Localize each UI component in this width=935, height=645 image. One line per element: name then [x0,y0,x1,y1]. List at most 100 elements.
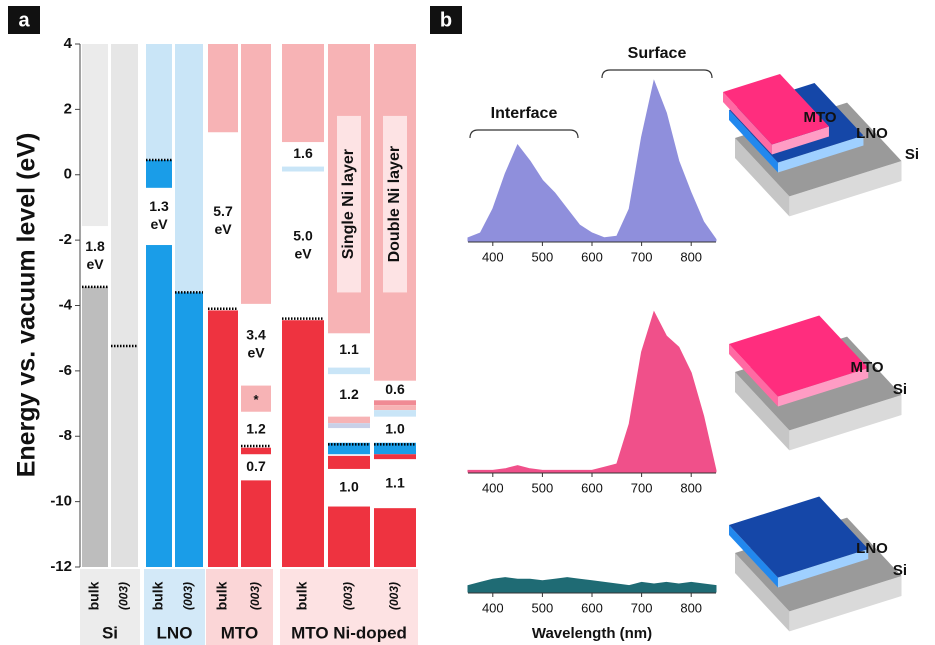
band [146,160,172,188]
panel-label: b [440,9,452,31]
band [328,507,370,567]
column-label: bulk [150,581,166,610]
column-label: bulk [294,581,310,610]
column-label: (003) [248,582,262,610]
annotation: Surface [628,45,687,62]
gap-label: 5.7 [213,203,233,219]
band [82,44,108,226]
band [282,167,324,172]
x-tick-label: 800 [680,249,702,264]
layer-label: Si [905,146,919,163]
band [241,44,271,304]
column-label: (003) [117,582,131,610]
panel-label: a [18,9,30,31]
gap-label: eV [86,256,104,272]
band [111,346,138,567]
x-tick-label: 400 [482,480,504,495]
band [328,368,370,375]
gap-label: 5.0 [293,228,313,244]
gap-label: eV [150,216,168,232]
y-tick-label: -2 [59,231,72,248]
x-tick-label: 600 [581,249,603,264]
layer-label: LNO [856,125,888,142]
x-tick-label: 700 [631,480,653,495]
spectrum-area [468,312,716,472]
layer-label: MTO [803,109,836,126]
y-tick-label: 2 [64,100,72,117]
gap-label: 3.4 [246,326,266,342]
x-tick-label: 500 [532,249,554,264]
band [146,245,172,567]
band [241,448,271,455]
layer-label: Si [893,381,907,398]
column-label: bulk [86,581,102,610]
band [374,400,416,405]
y-tick-label: 4 [64,35,73,52]
band [82,287,108,567]
column-label: (003) [181,582,195,610]
band [374,454,416,459]
bracket [602,70,712,78]
x-tick-label: 700 [631,249,653,264]
group-label: Si [102,623,118,642]
gap-label: 1.2 [246,420,266,436]
group-label: LNO [157,623,193,642]
gap-label: 1.1 [385,474,405,490]
x-tick-label: 600 [581,600,603,615]
gap-label: 1.6 [293,145,313,161]
layer-label: MTO [850,359,883,376]
column-label: bulk [214,581,230,610]
figure: a b Energy vs. vacuum level (eV) Si 1.8 eV… [0,0,935,645]
spectrum-area [468,578,716,592]
band [282,320,324,567]
x-axis-title: Wavelength (nm) [532,625,652,642]
x-tick-label: 800 [680,480,702,495]
annotation: Interface [491,105,558,122]
layer-label: Si [893,562,907,579]
y-axis-title: Energy vs. vacuum level (eV) [13,133,41,478]
gap-label: 0.7 [246,458,266,474]
x-tick-label: 400 [482,600,504,615]
y-tick-label: 0 [64,166,72,183]
y-tick-label: -4 [59,296,73,313]
x-tick-label: 500 [532,480,554,495]
group-label: MTO Ni-doped [291,623,407,642]
column-label: (003) [341,582,355,610]
band [208,310,238,567]
x-tick-label: 800 [680,600,702,615]
band [146,44,172,160]
gap-label: eV [214,221,232,237]
gap-label: eV [247,344,265,360]
column-label: (003) [387,582,401,610]
band [175,292,203,567]
gap-label: 1.2 [339,386,359,402]
y-tick-label: -6 [59,362,72,379]
band [208,44,238,132]
band [328,417,370,424]
gap-label: 1.0 [385,420,405,436]
band [374,508,416,567]
x-tick-label: 500 [532,600,554,615]
x-tick-label: 600 [581,480,603,495]
band [111,44,138,346]
bracket [470,130,578,138]
y-tick-label: -10 [50,493,72,510]
gap-label: 1.3 [149,198,169,214]
gap-label: eV [294,246,312,262]
gap-label: 1.0 [339,478,359,494]
x-tick-label: 400 [482,249,504,264]
gap-label: 1.1 [339,341,359,357]
band [241,480,271,567]
band [328,423,370,428]
y-tick-label: -12 [50,558,72,575]
gap-label: 1.8 [85,238,105,254]
band [374,410,416,417]
group-label: MTO [221,623,258,642]
band [282,44,324,142]
note: Double Ni layer [386,146,403,262]
gap-label: 0.6 [385,381,405,397]
y-tick-label: -8 [59,427,72,444]
layer-label: LNO [856,540,888,557]
band [328,456,370,469]
band [374,405,416,410]
